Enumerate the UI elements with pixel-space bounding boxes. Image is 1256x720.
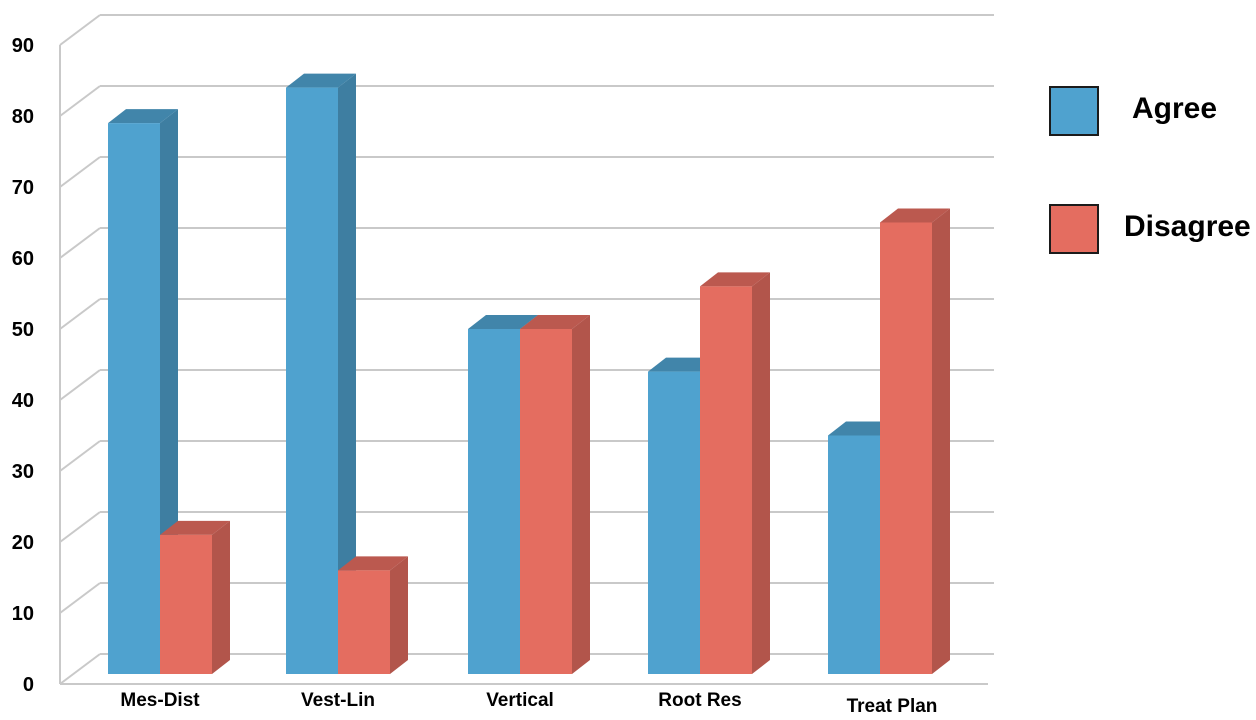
bar-side-disagree-1: [390, 556, 408, 674]
x-tick-label-1: Vest-Lin: [301, 690, 375, 711]
bar-agree-4: [828, 435, 880, 674]
bar-top-agree-0: [108, 109, 178, 124]
gridline-diagonal-2: [59, 511, 101, 543]
legend-label-agree: Agree: [1132, 92, 1218, 125]
legend-item-disagree: Disagree: [1048, 204, 1256, 258]
legend-label-disagree: Disagree: [1124, 210, 1251, 243]
bar-agree-2: [468, 329, 520, 674]
bar-agree-0: [108, 123, 160, 675]
gridline-diagonal-4: [59, 369, 101, 401]
legend-item-agree: Agree: [1048, 86, 1256, 140]
y-tick-label-1: 10: [12, 603, 34, 625]
bar-side-disagree-2: [572, 315, 590, 674]
bar-top-disagree-4: [880, 208, 950, 223]
bar-top-agree-2: [468, 315, 538, 329]
legend: Agree Disagree: [1048, 86, 1256, 322]
bar-side-disagree-4: [932, 208, 950, 674]
bar-top-agree-1: [286, 73, 356, 88]
y-tick-label-4: 40: [12, 390, 34, 412]
y-tick-label-7: 70: [12, 177, 34, 199]
gridline-diagonal-3: [59, 440, 101, 472]
bar-disagree-2: [520, 329, 572, 674]
bar-top-disagree-2: [520, 315, 590, 329]
bar-top-disagree-0: [160, 520, 230, 535]
y-tick-label-5: 50: [12, 319, 34, 341]
bar-disagree-4: [880, 222, 932, 674]
gridline-diagonal-5: [59, 298, 101, 330]
bar-side-disagree-0: [212, 520, 230, 674]
legend-swatch-disagree: [1049, 204, 1099, 254]
bar-disagree-3: [700, 286, 752, 674]
y-tick-label-0: 0: [23, 674, 34, 696]
y-tick-label-6: 60: [12, 248, 34, 270]
gridline-diagonal-0: [59, 653, 101, 685]
bar-top-disagree-1: [338, 556, 408, 571]
gridline-diagonal-1: [59, 582, 101, 614]
bar-side-agree-1: [338, 73, 356, 675]
y-tick-label-8: 80: [12, 106, 34, 128]
x-tick-label-4: Treat Plan: [847, 696, 938, 715]
bar-disagree-0: [160, 534, 212, 674]
y-tick-label-9: 90: [12, 35, 34, 57]
bar-side-disagree-3: [752, 272, 770, 674]
gridline-diagonal-8: [59, 85, 101, 117]
y-tick-label-2: 20: [12, 532, 34, 554]
gridline-diagonal-6: [59, 227, 101, 259]
x-tick-label-3: Root Res: [658, 690, 741, 711]
gridline-diagonal-7: [59, 156, 101, 188]
y-tick-label-3: 30: [12, 461, 34, 483]
bar-agree-3: [648, 371, 700, 674]
gridline-diagonal-9: [59, 14, 101, 46]
bar-disagree-1: [338, 570, 390, 674]
bar-top-disagree-3: [700, 272, 770, 287]
x-tick-label-2: Vertical: [486, 690, 554, 711]
legend-swatch-agree: [1049, 86, 1099, 136]
bar-agree-1: [286, 87, 338, 675]
x-tick-label-0: Mes-Dist: [120, 690, 200, 711]
